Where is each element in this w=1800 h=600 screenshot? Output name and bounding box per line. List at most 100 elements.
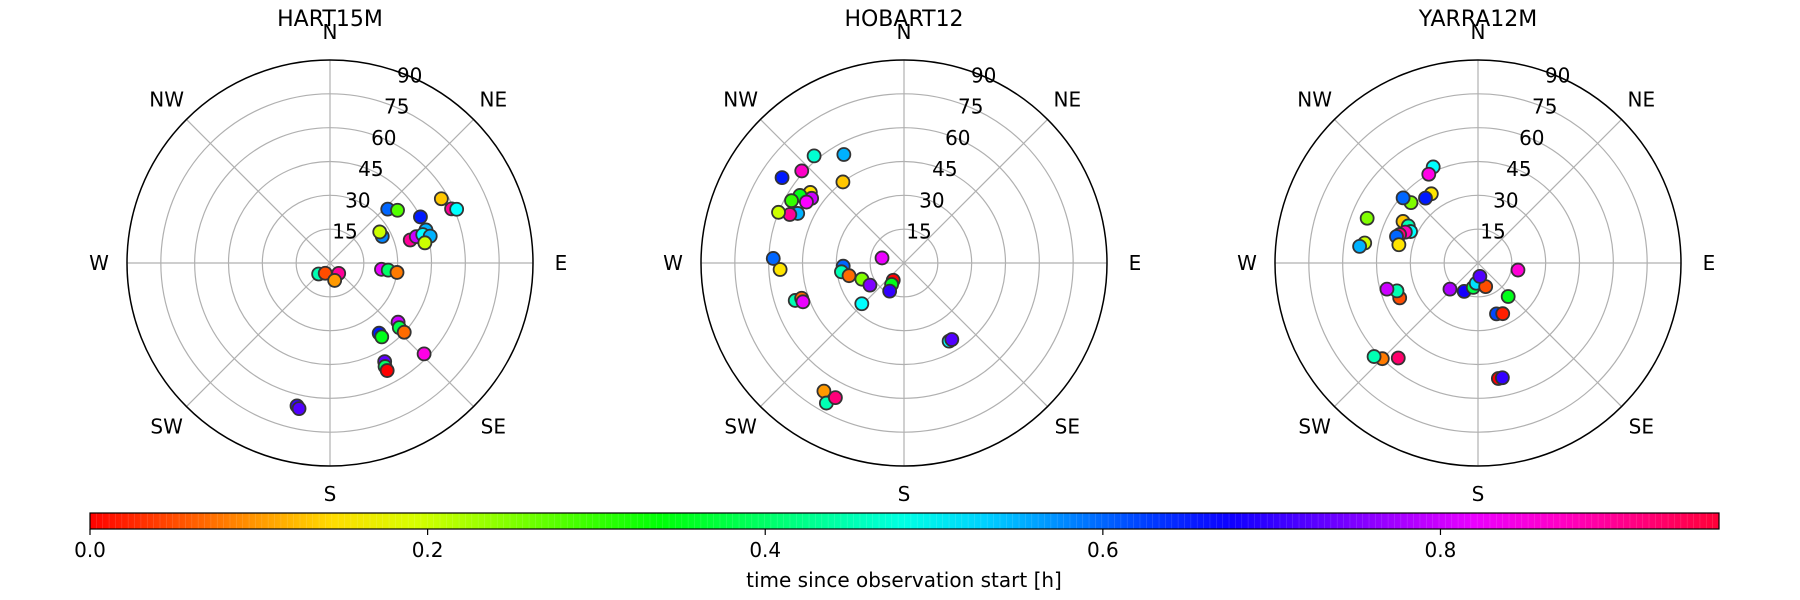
angular-gridline bbox=[760, 262, 905, 407]
data-point bbox=[794, 163, 810, 179]
colorbar-gradient bbox=[90, 513, 1719, 529]
data-point bbox=[1472, 269, 1488, 284]
data-point bbox=[449, 201, 465, 217]
data-point bbox=[799, 194, 814, 210]
angular-gridline bbox=[1334, 262, 1479, 407]
data-point bbox=[1421, 166, 1437, 182]
data-point bbox=[1418, 190, 1433, 206]
data-point bbox=[1395, 190, 1411, 206]
data-point bbox=[1379, 281, 1395, 297]
radial-tick-label: 60 bbox=[945, 126, 970, 150]
data-point bbox=[771, 204, 786, 220]
direction-label-se: SE bbox=[1629, 414, 1654, 438]
radial-tick-label: 15 bbox=[332, 220, 357, 244]
colorbar-frame bbox=[89, 512, 1720, 530]
panel-title: HOBART12 bbox=[844, 7, 963, 32]
colorbar-tick-label: 0.4 bbox=[749, 538, 781, 562]
direction-label-ne: NE bbox=[1054, 88, 1082, 112]
polar-panel-hobart12: HOBART12 E NE N NW W SW S SE 15 30 45 60 75 90 bbox=[663, 7, 1141, 506]
colorbar-label: time since observation start [h] bbox=[746, 568, 1062, 592]
radial-tick-label: 75 bbox=[958, 95, 983, 119]
data-point bbox=[327, 273, 343, 288]
data-point bbox=[389, 265, 405, 280]
colorbar: 0.0 0.2 0.4 0.6 0.8 time since observation s… bbox=[74, 512, 1720, 592]
data-point bbox=[874, 250, 890, 266]
radial-tick-label: 90 bbox=[397, 63, 422, 87]
direction-label-s: S bbox=[324, 482, 337, 506]
direction-label-s: S bbox=[1472, 482, 1485, 506]
data-point bbox=[1510, 262, 1526, 278]
radial-tick-label: 60 bbox=[1519, 126, 1544, 150]
direction-label-se: SE bbox=[1055, 414, 1080, 438]
data-point bbox=[433, 191, 449, 207]
direction-label-e: E bbox=[555, 251, 568, 275]
data-point bbox=[854, 296, 870, 312]
data-point bbox=[772, 262, 788, 277]
colorbar-tick-label: 0.2 bbox=[412, 538, 444, 562]
radial-tick-label: 75 bbox=[1532, 95, 1557, 119]
direction-label-nw: NW bbox=[1297, 88, 1332, 112]
data-point bbox=[1495, 306, 1511, 322]
data-point bbox=[1442, 281, 1458, 297]
data-point bbox=[1366, 349, 1382, 364]
data-point bbox=[390, 202, 405, 218]
data-point bbox=[1390, 350, 1406, 366]
angular-gridline bbox=[760, 119, 905, 264]
polar-panel-hart15m: HART15M E NE N NW W SW S SE 15 30 45 60 75 90 bbox=[89, 7, 567, 506]
radial-tick-label: 15 bbox=[1480, 220, 1505, 244]
data-point bbox=[396, 324, 412, 340]
data-point bbox=[1391, 237, 1407, 253]
data-point bbox=[841, 268, 857, 284]
direction-label-nw: NW bbox=[723, 88, 758, 112]
data-point bbox=[417, 235, 433, 251]
radial-tick-label: 30 bbox=[1493, 188, 1518, 212]
radial-tick-label: 90 bbox=[971, 63, 996, 87]
radial-tick-label: 30 bbox=[345, 188, 370, 212]
polar-frame bbox=[1274, 59, 1682, 467]
data-point bbox=[795, 294, 811, 310]
data-point bbox=[413, 209, 428, 225]
data-point bbox=[882, 283, 898, 299]
data-point bbox=[862, 277, 878, 293]
radial-tick-label: 45 bbox=[932, 157, 957, 181]
angular-gridline bbox=[903, 262, 1048, 407]
data-point bbox=[416, 346, 432, 362]
panel-title: HART15M bbox=[277, 7, 383, 32]
radial-tick-label: 75 bbox=[384, 95, 409, 119]
data-point bbox=[835, 174, 851, 190]
direction-label-ne: NE bbox=[1628, 88, 1656, 112]
data-point bbox=[372, 224, 388, 240]
data-point bbox=[806, 148, 822, 164]
data-point bbox=[827, 390, 843, 406]
direction-label-n: N bbox=[1471, 20, 1486, 44]
colorbar-tick-label: 0.8 bbox=[1425, 538, 1457, 562]
data-point bbox=[1359, 210, 1375, 226]
colorbar-ticks: 0.0 0.2 0.4 0.6 0.8 bbox=[74, 529, 1456, 562]
direction-label-w: W bbox=[663, 251, 683, 275]
direction-label-w: W bbox=[1237, 251, 1257, 275]
data-point bbox=[1494, 370, 1510, 386]
angular-gridline bbox=[1477, 262, 1622, 407]
radial-tick-label: 30 bbox=[919, 188, 944, 212]
data-point bbox=[944, 332, 960, 347]
data-point bbox=[374, 329, 390, 345]
direction-label-e: E bbox=[1703, 251, 1716, 275]
direction-label-n: N bbox=[323, 20, 338, 44]
angular-gridline bbox=[329, 119, 474, 264]
direction-label-sw: SW bbox=[724, 414, 757, 438]
direction-label-s: S bbox=[898, 482, 911, 506]
colorbar-tick-label: 0.6 bbox=[1087, 538, 1119, 562]
direction-label-sw: SW bbox=[150, 414, 183, 438]
radial-tick-label: 60 bbox=[371, 126, 396, 150]
data-point bbox=[784, 193, 799, 209]
radial-tick-label: 45 bbox=[358, 157, 383, 181]
direction-label-n: N bbox=[897, 20, 912, 44]
data-point bbox=[1352, 238, 1368, 254]
radial-tick-label: 15 bbox=[906, 220, 931, 244]
polar-frame bbox=[700, 59, 1108, 467]
angular-gridline bbox=[903, 119, 1048, 264]
data-point bbox=[836, 147, 852, 162]
direction-label-se: SE bbox=[481, 414, 506, 438]
panel-title: YARRA12M bbox=[1418, 7, 1538, 32]
